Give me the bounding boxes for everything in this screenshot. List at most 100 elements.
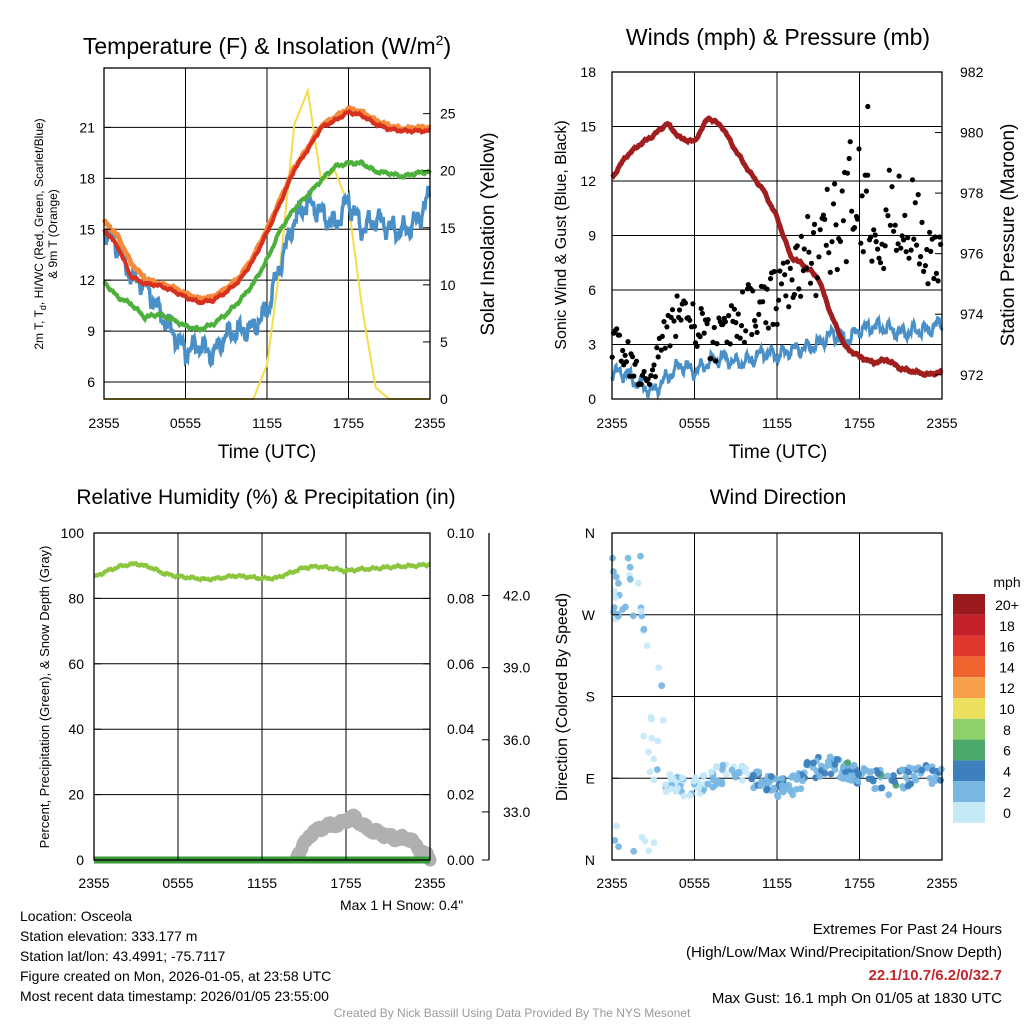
- gust-point: [858, 240, 864, 246]
- gust-point: [669, 307, 676, 313]
- direction-point: [718, 780, 726, 788]
- y-tick-label-left: 21: [79, 119, 95, 135]
- gust-point: [789, 277, 795, 283]
- gust-point: [816, 254, 822, 260]
- gust-point: [876, 255, 882, 261]
- x-tick-label: 1755: [330, 875, 361, 891]
- direction-point: [637, 552, 644, 560]
- gust-point: [807, 280, 814, 286]
- gust-point: [839, 188, 845, 194]
- direction-point: [878, 784, 886, 792]
- gust-point: [925, 281, 931, 287]
- gust-point: [936, 234, 943, 240]
- y-tick-label-right: 10: [440, 277, 456, 293]
- y-tick-label-left: 6: [87, 374, 95, 390]
- gust-point: [697, 334, 703, 340]
- gust-point: [849, 208, 855, 214]
- recent-data-text: Most recent data timestamp: 2026/01/05 2…: [20, 988, 329, 1004]
- direction-point: [709, 783, 717, 791]
- gust-point: [901, 237, 907, 243]
- y-tick-label-left: 60: [68, 656, 84, 672]
- direction-point: [622, 603, 629, 611]
- direction-point: [833, 756, 841, 763]
- gust-point: [728, 303, 735, 309]
- direction-point: [793, 772, 801, 780]
- gust-point: [770, 321, 776, 327]
- gust-point: [708, 355, 714, 362]
- direction-point: [613, 822, 620, 830]
- legend-title: mph: [993, 574, 1020, 590]
- direction-point: [669, 774, 677, 782]
- gust-point: [875, 246, 881, 252]
- gust-point: [886, 167, 892, 173]
- y-tick-label-left: 40: [68, 721, 84, 737]
- direction-point: [645, 748, 652, 756]
- direction-point: [869, 777, 877, 785]
- direction-point: [640, 625, 648, 633]
- gust-point: [798, 293, 804, 299]
- gust-point: [830, 201, 837, 207]
- gust-point: [740, 289, 746, 295]
- x-tick-label: 1755: [844, 415, 875, 431]
- gust-point: [822, 216, 828, 222]
- gust-point: [883, 207, 889, 213]
- gust-point: [847, 139, 853, 145]
- direction-point: [650, 776, 658, 784]
- gust-point: [682, 300, 689, 306]
- gust-point: [846, 155, 852, 162]
- direction-point: [803, 758, 811, 766]
- direction-point: [738, 777, 746, 784]
- gust-point: [667, 343, 673, 349]
- y-tick-label-left: 0: [76, 852, 84, 868]
- gust-point: [832, 181, 838, 187]
- direction-point: [778, 775, 785, 783]
- gust-point: [698, 306, 704, 312]
- direction-point: [842, 768, 849, 776]
- gust-point: [854, 216, 861, 222]
- credit-line: Created By Nick Bassill Using Data Provi…: [333, 1006, 691, 1020]
- gust-point: [851, 225, 858, 231]
- y-tick-label-left: 9: [588, 228, 596, 244]
- direction-point: [816, 773, 824, 780]
- snow-axis-tick-label: 42.0: [503, 588, 530, 604]
- gust-point: [803, 265, 809, 272]
- direction-point: [891, 778, 899, 786]
- gust-point: [865, 172, 871, 178]
- temp-y-axis-label-left-2: & 9m T (Orange): [46, 189, 60, 279]
- direction-point: [710, 776, 717, 784]
- legend-swatch: [953, 698, 985, 719]
- gust-point: [673, 333, 679, 339]
- temp-x-axis-label: Time (UTC): [218, 442, 317, 463]
- gust-point: [767, 276, 774, 282]
- direction-point: [884, 772, 892, 780]
- x-tick-label: 1155: [762, 415, 792, 431]
- gust-point: [895, 241, 901, 247]
- y-tick-label-left: 20: [68, 787, 84, 803]
- sonic-wind-line: [610, 313, 944, 401]
- gust-point: [773, 306, 779, 312]
- gust-point: [726, 313, 732, 319]
- y-tick-label-left: 12: [580, 173, 596, 189]
- y-tick-label-right: 0: [440, 391, 448, 407]
- gust-point: [704, 321, 710, 327]
- gust-point: [928, 248, 934, 254]
- gust-point: [756, 311, 762, 317]
- gust-point: [811, 221, 818, 227]
- temperature-panel: Temperature (F) & Insolation (W/m2) 6 9 12 1…: [32, 32, 499, 463]
- gust-point: [659, 333, 665, 339]
- direction-point: [614, 612, 622, 620]
- direction-point: [626, 563, 634, 571]
- gust-point: [826, 250, 832, 256]
- gust-point: [765, 325, 772, 331]
- gust-point: [778, 281, 785, 287]
- y-tick-label-right: 25: [440, 106, 456, 122]
- max-gust-point: [865, 103, 871, 110]
- direction-panel-title: Wind Direction: [710, 486, 847, 509]
- direction-point: [637, 607, 645, 615]
- gust-point: [711, 324, 717, 331]
- legend-label: 8: [1003, 722, 1011, 738]
- gust-point: [633, 358, 640, 364]
- direction-point: [612, 573, 620, 581]
- gust-point: [914, 242, 920, 248]
